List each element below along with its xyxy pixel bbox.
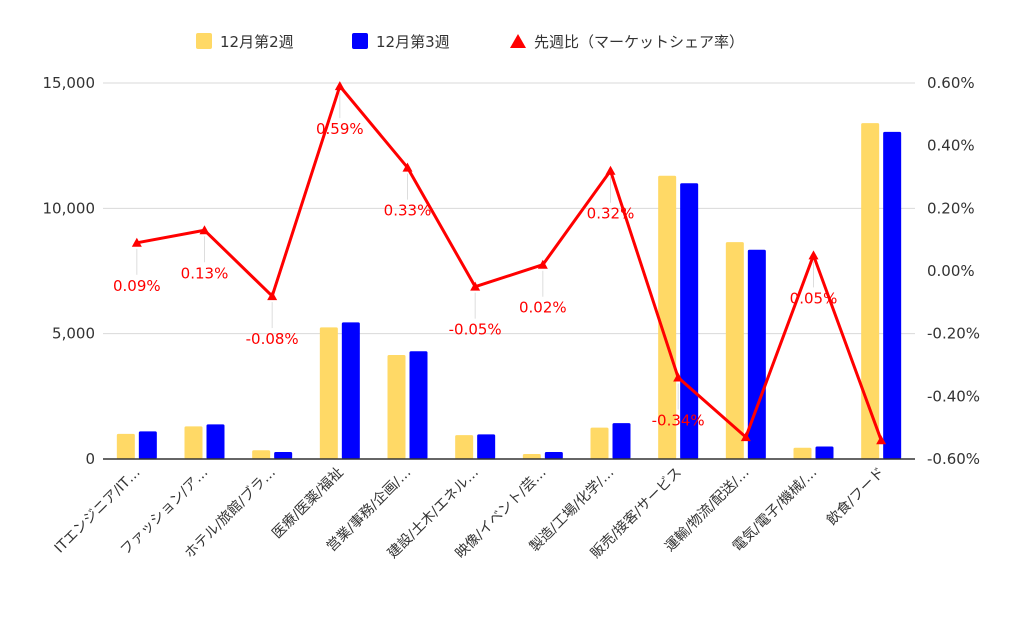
bar-1 — [522, 453, 541, 459]
bar-2 — [138, 431, 157, 459]
bar-2 — [612, 423, 631, 459]
bar-1 — [861, 123, 880, 460]
bar-1 — [116, 433, 135, 459]
bar-1 — [319, 327, 338, 459]
bar-series — [116, 123, 902, 460]
bar-1 — [725, 242, 744, 459]
bar-2 — [341, 322, 360, 459]
left-tick-label: 5,000 — [52, 325, 95, 343]
line-marker — [470, 281, 481, 291]
bar-1 — [455, 435, 474, 459]
data-label: -0.08% — [246, 330, 299, 348]
line-marker — [808, 250, 819, 260]
line-series — [131, 81, 887, 445]
bar-2 — [409, 351, 428, 459]
right-tick-label: -0.20% — [927, 325, 980, 343]
legend-label: 12月第3週 — [376, 33, 450, 51]
legend-swatch-3 — [510, 34, 526, 48]
data-labels: 0.09% 0.13% -0.08% 0.59% 0.33% -0.05% 0.02% 0.3… — [113, 92, 838, 430]
left-tick-label: 15,000 — [43, 74, 96, 92]
category-labels: ITエンジニア/IT…ファッション/ア…ホテル/旅館/ブラ…医療/医薬/福祉営業… — [52, 464, 888, 562]
legend: 12月第2週 12月第3週 先週比（マーケットシェア率） — [196, 33, 744, 51]
gridlines — [103, 82, 915, 335]
line-marker — [876, 435, 887, 445]
line-marker — [537, 259, 548, 269]
bar-2 — [206, 424, 225, 459]
right-tick-label: 0.60% — [927, 74, 975, 92]
bar-1 — [590, 427, 609, 459]
bar-1 — [252, 450, 271, 459]
line-marker — [605, 165, 616, 175]
data-label: -0.34% — [652, 412, 705, 430]
data-label: 0.05% — [790, 289, 838, 307]
bar-2 — [544, 451, 563, 459]
right-axis: -0.60% -0.40% -0.20% 0.00% 0.20% 0.40% 0.60% — [927, 74, 980, 468]
line-marker — [131, 237, 142, 247]
left-tick-label: 10,000 — [43, 199, 96, 217]
data-label: 0.09% — [113, 277, 161, 295]
line-marker — [334, 81, 345, 91]
bar-1 — [793, 447, 812, 459]
data-label: 0.02% — [519, 299, 567, 317]
bar-1 — [184, 426, 203, 459]
category-label: 飲食/フード — [823, 464, 888, 529]
line-marker — [199, 225, 210, 235]
legend-swatch-1 — [196, 33, 212, 49]
data-label: 0.33% — [384, 202, 432, 220]
left-axis: 0 5,000 10,000 15,000 — [43, 74, 96, 468]
line-marker — [402, 162, 413, 172]
data-label: -0.05% — [449, 321, 502, 339]
legend-label: 先週比（マーケットシェア率） — [534, 33, 744, 51]
line-marker — [267, 291, 278, 301]
right-tick-label: 0.00% — [927, 262, 975, 280]
bar-2 — [274, 451, 293, 459]
data-label: 0.59% — [316, 120, 364, 138]
legend-label: 12月第2週 — [220, 33, 294, 51]
bar-1 — [658, 175, 677, 459]
category-label: 医療/医薬/福祉 — [269, 464, 347, 542]
data-label: 0.32% — [587, 205, 635, 223]
bar-2 — [883, 131, 902, 459]
right-tick-label: -0.60% — [927, 450, 980, 468]
bar-2 — [815, 446, 834, 459]
bar-2 — [747, 249, 766, 459]
legend-swatch-2 — [352, 33, 368, 49]
line-marker — [740, 432, 751, 442]
right-tick-label: -0.40% — [927, 387, 980, 405]
left-tick-label: 0 — [85, 450, 95, 468]
right-tick-label: 0.40% — [927, 137, 975, 155]
line-path — [136, 84, 883, 441]
bar-2 — [477, 434, 496, 459]
data-label: 0.13% — [181, 264, 229, 282]
right-tick-label: 0.20% — [927, 199, 975, 217]
line-marker — [673, 372, 684, 382]
bar-1 — [387, 354, 406, 459]
